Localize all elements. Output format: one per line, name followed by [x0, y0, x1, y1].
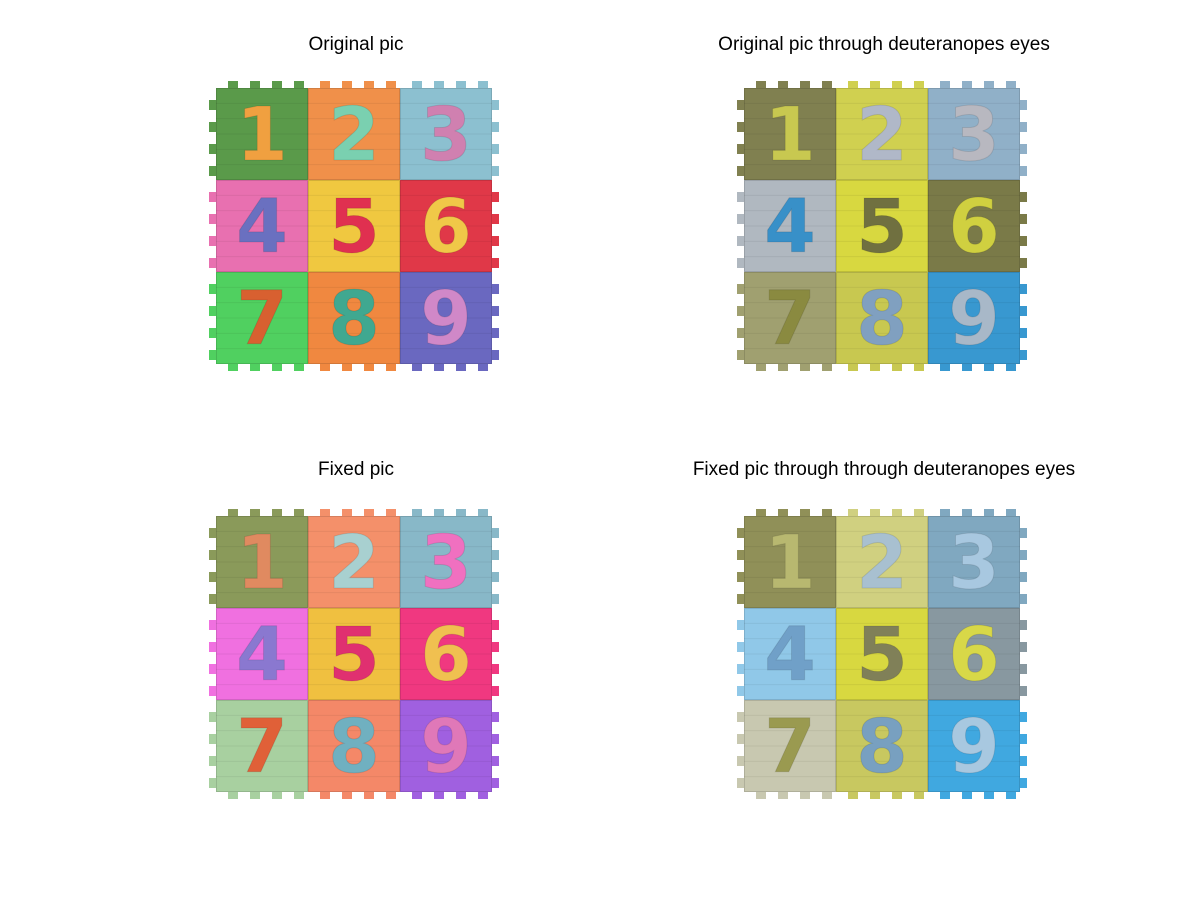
puzzle-tile: 6: [400, 180, 499, 272]
panel-title: Original pic: [308, 34, 404, 55]
tile-number: 4: [236, 612, 288, 698]
tile-number: 5: [328, 612, 380, 698]
puzzle-tile: 6: [400, 608, 499, 700]
tile-number: 6: [948, 184, 1000, 270]
puzzle-tile: 9: [928, 700, 1027, 799]
puzzle-tile: 7: [737, 272, 836, 371]
puzzle-tile: 1: [737, 509, 836, 608]
tile-number: 2: [856, 92, 908, 178]
puzzle-tile: 9: [400, 272, 499, 371]
tile-number: 8: [856, 276, 908, 362]
tile-number: 1: [764, 520, 816, 606]
puzzle-tile: 1: [209, 509, 308, 608]
puzzle-tile: 4: [209, 180, 308, 272]
puzzle-svg: 1 2 3 4 5 6 7 8 9: [209, 509, 499, 799]
puzzle-svg: 1 2 3 4 5 6 7 8 9: [737, 509, 1027, 799]
tile-number: 2: [328, 520, 380, 606]
puzzle-svg: 1 2 3 4 5 6 7 8 9: [737, 81, 1027, 371]
puzzle-tile: 3: [928, 81, 1027, 180]
puzzle-tile: 8: [836, 700, 928, 799]
tile-number: 5: [856, 612, 908, 698]
puzzle-tile: 5: [836, 608, 928, 700]
puzzle-tile: 7: [209, 700, 308, 799]
panel-title: Original pic through deuteranopes eyes: [718, 34, 1050, 55]
tile-number: 1: [236, 92, 288, 178]
tile-number: 3: [948, 92, 1000, 178]
tile-number: 6: [420, 184, 472, 270]
puzzle-tile: 1: [209, 81, 308, 180]
tile-number: 9: [420, 276, 472, 362]
puzzle-tile: 9: [400, 700, 499, 799]
puzzle-tile: 5: [308, 180, 400, 272]
puzzle-tile: 2: [836, 509, 928, 608]
puzzle-tile: 4: [209, 608, 308, 700]
puzzle-svg: 1 2 3 4 5 6 7 8 9: [209, 81, 499, 371]
tile-number: 5: [856, 184, 908, 270]
tile-number: 8: [856, 704, 908, 790]
tile-number: 8: [328, 276, 380, 362]
puzzle-tile: 5: [308, 608, 400, 700]
puzzle-tile: 8: [308, 700, 400, 799]
tile-number: 7: [764, 276, 816, 362]
tile-number: 9: [420, 704, 472, 790]
puzzle-tile: 7: [737, 700, 836, 799]
puzzle-tile: 8: [836, 272, 928, 371]
tile-number: 7: [236, 704, 288, 790]
puzzle-tile: 7: [209, 272, 308, 371]
tile-number: 6: [948, 612, 1000, 698]
puzzle-tile: 4: [737, 608, 836, 700]
puzzle-tile: 1: [737, 81, 836, 180]
tile-number: 9: [948, 704, 1000, 790]
puzzle-tile: 8: [308, 272, 400, 371]
tile-number: 9: [948, 276, 1000, 362]
tile-number: 3: [420, 520, 472, 606]
tile-number: 2: [856, 520, 908, 606]
tile-number: 4: [764, 184, 816, 270]
panel-title: Fixed pic: [317, 459, 395, 480]
puzzle-tile: 2: [308, 509, 400, 608]
tile-number: 7: [764, 704, 816, 790]
tile-number: 1: [764, 92, 816, 178]
tile-number: 3: [948, 520, 1000, 606]
panel-title: Fixed pic through through deuteranopes e…: [692, 459, 1076, 480]
puzzle-tile: 2: [836, 81, 928, 180]
tile-number: 3: [420, 92, 472, 178]
tile-number: 6: [420, 612, 472, 698]
tile-number: 4: [764, 612, 816, 698]
puzzle-tile: 2: [308, 81, 400, 180]
puzzle-tile: 3: [400, 509, 499, 608]
puzzle-tile: 9: [928, 272, 1027, 371]
puzzle-tile: 3: [928, 509, 1027, 608]
puzzle-tile: 4: [737, 180, 836, 272]
puzzle-tile: 5: [836, 180, 928, 272]
tile-number: 5: [328, 184, 380, 270]
puzzle-tile: 6: [928, 608, 1027, 700]
tile-number: 8: [328, 704, 380, 790]
tile-number: 1: [236, 520, 288, 606]
puzzle-tile: 3: [400, 81, 499, 180]
puzzle-tile: 6: [928, 180, 1027, 272]
tile-number: 2: [328, 92, 380, 178]
tile-number: 7: [236, 276, 288, 362]
tile-number: 4: [236, 184, 288, 270]
